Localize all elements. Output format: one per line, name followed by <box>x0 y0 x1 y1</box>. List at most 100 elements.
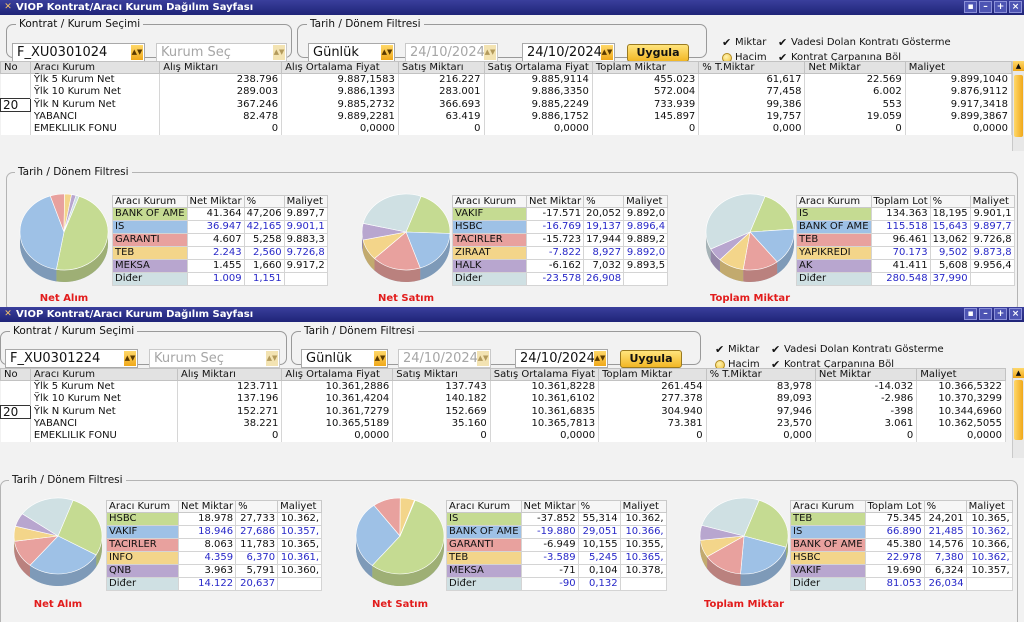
column-header[interactable]: Toplam Miktar <box>591 61 700 74</box>
apply-button[interactable]: Uygula <box>627 44 689 62</box>
column-header[interactable]: Satış Ortalama Fiyat <box>489 368 600 381</box>
column-header[interactable]: Alış Miktarı <box>159 61 283 74</box>
row-count-input[interactable]: 20 <box>0 404 31 419</box>
scroll-up-icon[interactable]: ▲ <box>1013 368 1024 378</box>
column-header[interactable]: Toplam Miktar <box>598 368 707 381</box>
institution-column-header[interactable]: Aracı Kurum <box>446 500 522 513</box>
chevron-down-icon[interactable]: ▲▼ <box>381 45 393 60</box>
expired-option[interactable]: ✔ Vadesi Dolan Kontratı Gösterme <box>778 37 951 49</box>
table-row[interactable]: Ÿlk 10 Kurum Net 137.196 10.361,4204 140.18… <box>0 393 1006 405</box>
institution-column-header[interactable]: Aracı Kurum <box>796 195 872 208</box>
institution-row[interactable]: TEB 96.461 13,062 9.726,8 <box>796 233 1015 247</box>
institution-row[interactable]: QNB 3.963 5,791 10.360, <box>106 564 323 578</box>
checkmark-icon[interactable]: ✔ <box>778 51 788 64</box>
institution-row[interactable]: TACIRLER -15.723 17,944 9.889,2 <box>452 233 669 247</box>
column-header[interactable]: Aracı Kurum <box>29 368 179 381</box>
institution-row[interactable]: MEKSA 1.455 1,660 9.917,2 <box>112 259 328 273</box>
institution-column-header[interactable]: Maliyet <box>277 500 323 513</box>
scroll-up-icon[interactable]: ▲ <box>1013 61 1024 71</box>
institution-row[interactable]: HSBC 18.978 27,733 10.362, <box>106 512 323 526</box>
institution-row[interactable]: BANK OF AME -19.880 29,051 10.366, <box>446 525 667 539</box>
close-window-icon[interactable]: ✕ <box>4 309 12 319</box>
table-row[interactable]: YABANCI 82.478 9.889,2281 63.419 9.886,1752 1… <box>0 111 1013 123</box>
institution-row[interactable]: Diđer -90 0,132 <box>446 577 667 591</box>
institution-column-header[interactable]: Maliyet <box>623 195 669 208</box>
pie-slice[interactable] <box>56 195 109 271</box>
pie-slice[interactable] <box>21 497 74 537</box>
scroll-thumb[interactable] <box>1014 75 1023 137</box>
pie-slice[interactable] <box>399 499 416 537</box>
expired-option[interactable]: ✔ Vadesi Dolan Kontratı Gösterme <box>771 344 944 356</box>
table-row[interactable]: Ÿlk 10 Kurum Net 289.003 9.886,1393 283.001… <box>0 86 1013 98</box>
pie-chart[interactable] <box>694 494 794 590</box>
column-header[interactable]: Satış Ortalama Fiyat <box>483 61 593 74</box>
institution-column-header[interactable]: Maliyet <box>965 500 1013 513</box>
checkmark-icon[interactable]: ✔ <box>722 36 732 49</box>
column-header[interactable]: No <box>0 61 31 74</box>
checkmark-icon[interactable]: ✔ <box>771 358 781 371</box>
institution-row[interactable]: Diđer -23.578 26,908 <box>452 272 669 286</box>
institution-column-header[interactable]: % <box>583 195 625 208</box>
calendar-icon[interactable]: ▲▼ <box>601 45 613 60</box>
institution-row[interactable]: BANK OF AME 41.364 47,206 9.897,7 <box>112 207 328 221</box>
pie-slice[interactable] <box>371 499 445 575</box>
institution-row[interactable]: HSBC 22.978 7,380 10.362, <box>790 551 1013 565</box>
pie-slice[interactable] <box>362 193 422 233</box>
scroll-thumb[interactable] <box>1014 380 1023 440</box>
chevron-down-icon[interactable]: ▲▼ <box>374 351 386 366</box>
table-row[interactable]: Ÿlk 5 Kurum Net 123.711 10.361,2886 137.743… <box>0 380 1006 393</box>
institution-column-header[interactable]: Aracı Kurum <box>452 195 527 208</box>
calendar-icon[interactable]: ▲▼ <box>477 351 489 366</box>
institution-column-header[interactable]: Net Miktar <box>186 195 245 208</box>
institution-row[interactable]: HSBC -16.769 19,137 9.896,4 <box>452 220 669 234</box>
period-combo[interactable]: Günlük ▲▼ <box>308 43 395 62</box>
pie-slice[interactable] <box>701 497 760 537</box>
column-header[interactable]: Net Miktar <box>804 61 906 74</box>
chevron-down-icon[interactable]: ▲▼ <box>266 351 278 366</box>
pie-slice[interactable] <box>29 535 97 575</box>
multiplier-option[interactable]: ✔ Kontrat Çarpanına Böl <box>771 359 894 371</box>
checkmark-icon[interactable]: ✔ <box>715 343 725 356</box>
table-row[interactable]: YABANCI 38.221 10.365,5189 35.160 10.365,781… <box>0 418 1006 430</box>
institution-row[interactable]: YAPIKREDI 70.173 9,502 9.873,8 <box>796 246 1015 260</box>
checkmark-icon[interactable]: ✔ <box>778 36 788 49</box>
institution-column-header[interactable]: Maliyet <box>969 195 1015 208</box>
miktar-option[interactable]: ✔ Miktar <box>715 344 759 356</box>
institution-row[interactable]: ZIRAAT -7.822 8,927 9.892,0 <box>452 246 669 260</box>
institution-row[interactable]: VAKIF 18.946 27,686 10.357, <box>106 525 323 539</box>
table-row[interactable]: 20 Ÿlk N Kurum Net 152.271 10.361,7279 152.6… <box>0 404 1006 419</box>
institution-column-header[interactable]: Toplam Lot <box>870 195 931 208</box>
pie-slice[interactable] <box>63 195 80 233</box>
window-menu-button[interactable]: ▪ <box>964 1 977 13</box>
close-window-icon[interactable]: ✕ <box>4 2 12 12</box>
institution-combo[interactable]: Kurum Seç ▲▼ <box>156 43 287 62</box>
institution-row[interactable]: Diđer 81.053 26,034 <box>790 577 1013 591</box>
multiplier-option[interactable]: ✔ Kontrat Çarpanına Böl <box>778 52 901 64</box>
institution-column-header[interactable]: % <box>923 500 967 513</box>
chevron-down-icon[interactable]: ▲▼ <box>273 45 285 60</box>
table-row[interactable]: 20 Ÿlk N Kurum Net 367.246 9.885,2732 366.69… <box>0 97 1013 112</box>
miktar-option[interactable]: ✔ Miktar <box>722 37 766 49</box>
pie-slice[interactable] <box>355 504 401 566</box>
institution-column-header[interactable]: % <box>243 195 285 208</box>
institution-column-header[interactable]: Net Miktar <box>525 195 585 208</box>
pie-slice[interactable] <box>19 195 65 270</box>
pie-slice[interactable] <box>743 499 789 548</box>
date-from-field[interactable]: 24/10/2024 ▲▼ <box>405 43 498 62</box>
institution-column-header[interactable]: Aracı Kurum <box>790 500 866 513</box>
apply-button[interactable]: Uygula <box>620 350 682 368</box>
institution-column-header[interactable]: Aracı Kurum <box>112 195 188 208</box>
institution-combo[interactable]: Kurum Seç ▲▼ <box>149 349 280 368</box>
institution-row[interactable]: IS -37.852 55,314 10.362, <box>446 512 667 526</box>
period-combo[interactable]: Günlük ▲▼ <box>301 349 388 368</box>
institution-row[interactable]: TEB -3.589 5,245 10.365, <box>446 551 667 565</box>
pie-slice[interactable] <box>740 535 787 575</box>
column-header[interactable]: Net Miktar <box>814 368 918 381</box>
pie-chart[interactable] <box>350 494 450 590</box>
table-row[interactable]: EMEKLILIK FONU 0 0,0000 0 0,0000 0 0,000 0 0,000… <box>0 123 1013 135</box>
column-header[interactable]: Alış Miktarı <box>177 368 283 381</box>
pie-chart[interactable] <box>8 494 108 590</box>
institution-row[interactable]: TACIRLER 8.063 11,783 10.365, <box>106 538 323 552</box>
calendar-icon[interactable]: ▲▼ <box>594 351 606 366</box>
institution-column-header[interactable]: Net Miktar <box>177 500 237 513</box>
